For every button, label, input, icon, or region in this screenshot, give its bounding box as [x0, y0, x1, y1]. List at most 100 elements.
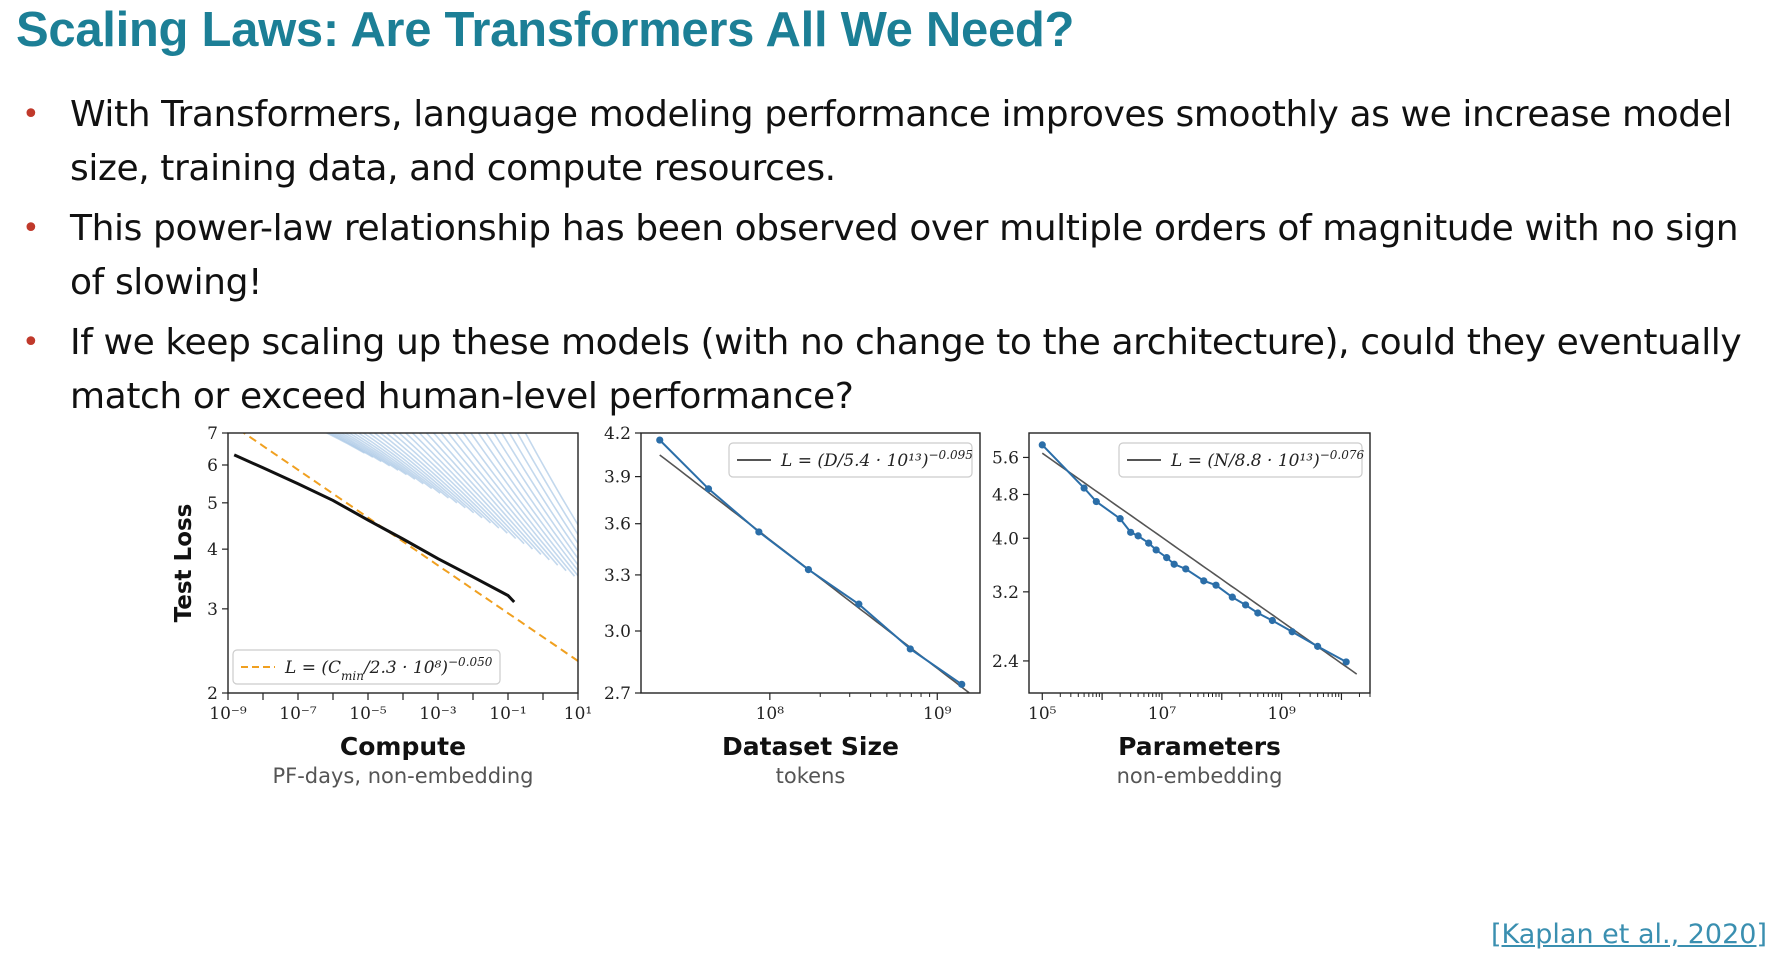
training-run-curve: [493, 433, 578, 560]
plot-frame: [227, 432, 579, 694]
x-tick-label: 10⁹: [923, 704, 952, 724]
data-point: [1092, 497, 1100, 506]
training-run-curve: [385, 433, 483, 519]
training-run-curve: [411, 433, 517, 540]
x-tick-label: 10⁵: [1028, 704, 1057, 724]
data-point: [1200, 577, 1208, 585]
data-point: [656, 436, 664, 444]
training-run-curve: [508, 433, 578, 545]
data-line: [658, 439, 963, 686]
bullet-dot-icon: •: [22, 97, 40, 132]
training-run-curve: [425, 433, 534, 550]
x-tick-label: 10⁻⁷: [279, 704, 317, 724]
data-line: [1041, 444, 1347, 663]
citation-link[interactable]: [Kaplan et al., 2020]: [1490, 919, 1767, 950]
data-point: [1228, 593, 1236, 601]
legend-box: [1118, 442, 1363, 478]
y-tick-label: 3: [207, 600, 218, 620]
x-tick-label: 10⁻³: [419, 704, 456, 724]
y-tick-label: 3.9: [604, 468, 631, 488]
data-point: [855, 600, 863, 608]
x-axis-subtitle: non-embedding: [1117, 764, 1283, 788]
data-point: [804, 565, 813, 574]
y-tick-label: 3.0: [604, 622, 631, 642]
plot-area: [233, 433, 578, 662]
data-point: [958, 680, 966, 688]
x-axis-title: Dataset Size: [722, 732, 899, 761]
bullet-item: • This power-law relationship has been ob…: [0, 202, 1770, 310]
fit-line: [659, 454, 970, 693]
x-tick-label: 10⁻⁹: [209, 704, 247, 724]
data-point: [1314, 642, 1322, 650]
training-run-curve: [362, 433, 450, 499]
x-tick-label: 10¹: [564, 704, 592, 724]
y-tick-label: 2: [207, 684, 218, 704]
data-point: [1127, 528, 1135, 536]
y-tick-label: 5.6: [992, 448, 1019, 468]
data-point: [1342, 658, 1350, 666]
x-tick-label: 10⁻⁵: [349, 704, 387, 724]
fit-line: [1041, 452, 1358, 675]
data-point: [1254, 609, 1262, 617]
training-run-curve: [516, 433, 578, 537]
bullet-dot-icon: •: [22, 211, 40, 246]
slide-title: Scaling Laws: Are Transformers All We Ne…: [16, 3, 1075, 57]
data-point: [1080, 484, 1088, 492]
plot-frame: [1028, 432, 1371, 694]
compute-frontier-line: [233, 453, 516, 604]
data-point: [1268, 616, 1276, 625]
legend-box: [232, 649, 501, 685]
y-tick-label: 4: [207, 540, 218, 560]
x-tick-label: 10⁻¹: [489, 704, 526, 724]
y-tick-label: 3.2: [992, 583, 1019, 603]
data-point: [704, 485, 713, 493]
bullet-text: This power-law relationship has been obs…: [70, 208, 1739, 303]
x-axis-subtitle: tokens: [776, 764, 846, 788]
data-point: [1116, 515, 1124, 523]
legend-label: L = (N/8.8 · 10¹³)−0.076: [1170, 448, 1364, 471]
data-point: [1182, 565, 1190, 573]
training-run-curve: [439, 433, 550, 561]
training-run-curve: [432, 433, 542, 555]
data-point: [1163, 554, 1171, 562]
x-tick-label: 10⁷: [1148, 704, 1177, 724]
training-run-curve: [485, 433, 578, 567]
training-run-curve: [352, 433, 433, 490]
plot-frame: [640, 432, 981, 694]
training-run-curve: [347, 433, 424, 485]
legend-box: [728, 442, 973, 478]
training-run-curve: [343, 433, 416, 480]
data-point: [1170, 560, 1178, 568]
bullet-list: • With Transformers, language modeling pe…: [0, 88, 1770, 430]
bullet-text: If we keep scaling up these models (with…: [70, 322, 1742, 417]
y-axis-title: Test Loss: [171, 504, 197, 623]
y-tick-label: 6: [207, 456, 218, 476]
x-tick-label: 10⁸: [756, 704, 785, 724]
plot-area: [656, 436, 970, 693]
training-run-curve: [397, 433, 500, 529]
y-tick-label: 5: [207, 494, 218, 514]
x-axis-title: Compute: [340, 732, 466, 761]
x-axis-title: Parameters: [1118, 732, 1281, 761]
data-point: [906, 645, 914, 653]
training-run-curve: [447, 433, 559, 566]
bullet-dot-icon: •: [22, 325, 40, 360]
x-axis-subtitle: PF-days, non-embedding: [272, 764, 533, 788]
training-run-curve: [500, 433, 578, 553]
y-tick-label: 2.7: [604, 684, 631, 704]
compute-fit-line: [242, 433, 578, 662]
training-run-curve: [524, 433, 578, 527]
legend-label: L = (D/5.4 · 10¹³)−0.095: [780, 448, 973, 471]
training-run-curve: [404, 433, 508, 534]
training-run-curve: [379, 433, 475, 514]
data-point: [755, 528, 763, 536]
training-run-curve: [367, 433, 458, 504]
training-run-curve: [469, 433, 578, 578]
bullet-text: With Transformers, language modeling per…: [70, 94, 1733, 189]
bullet-item: • If we keep scaling up these models (wit…: [0, 316, 1770, 424]
data-point: [1152, 546, 1160, 554]
y-tick-label: 3.6: [604, 515, 631, 535]
data-point: [1241, 601, 1250, 609]
plot-area: [1038, 441, 1358, 675]
training-run-curve: [454, 433, 567, 572]
